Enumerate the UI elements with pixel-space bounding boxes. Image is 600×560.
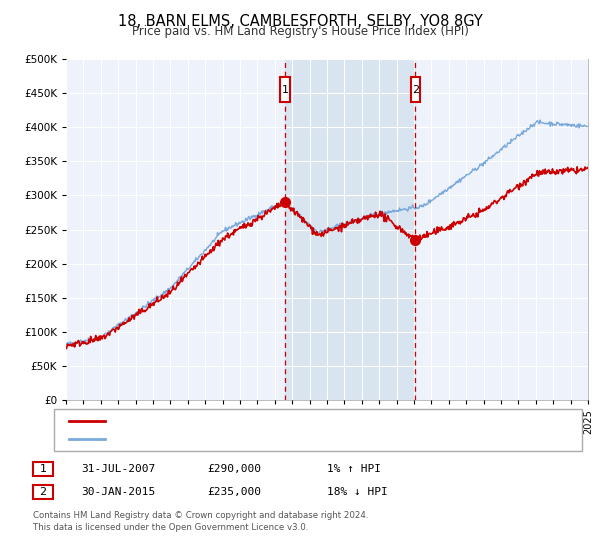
Text: HPI: Average price, detached house, North Yorkshire: HPI: Average price, detached house, Nort… <box>112 434 385 444</box>
Text: Contains HM Land Registry data © Crown copyright and database right 2024.: Contains HM Land Registry data © Crown c… <box>33 511 368 520</box>
Text: £290,000: £290,000 <box>207 464 261 474</box>
Text: £235,000: £235,000 <box>207 487 261 497</box>
Text: 30-JAN-2015: 30-JAN-2015 <box>81 487 155 497</box>
Text: 1% ↑ HPI: 1% ↑ HPI <box>327 464 381 474</box>
Text: 1: 1 <box>281 85 289 95</box>
Text: 18, BARN ELMS, CAMBLESFORTH, SELBY, YO8 8GY: 18, BARN ELMS, CAMBLESFORTH, SELBY, YO8 … <box>118 14 482 29</box>
Text: 18, BARN ELMS, CAMBLESFORTH, SELBY, YO8 8GY (detached house): 18, BARN ELMS, CAMBLESFORTH, SELBY, YO8 … <box>112 416 467 426</box>
Bar <box>280 77 290 102</box>
Text: 18% ↓ HPI: 18% ↓ HPI <box>327 487 388 497</box>
Text: This data is licensed under the Open Government Licence v3.0.: This data is licensed under the Open Gov… <box>33 523 308 532</box>
Text: 1: 1 <box>40 464 46 474</box>
Bar <box>410 77 420 102</box>
Text: 31-JUL-2007: 31-JUL-2007 <box>81 464 155 474</box>
Text: Price paid vs. HM Land Registry's House Price Index (HPI): Price paid vs. HM Land Registry's House … <box>131 25 469 38</box>
Bar <box>285 59 415 400</box>
Text: 2: 2 <box>412 85 419 95</box>
Text: 2: 2 <box>40 487 46 497</box>
